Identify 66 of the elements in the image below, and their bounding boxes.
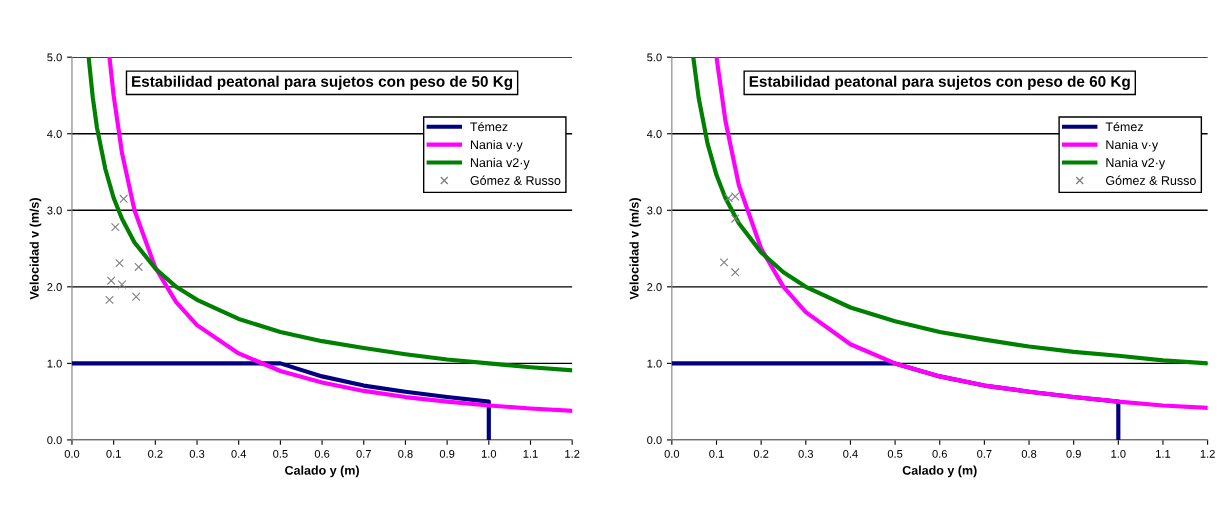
x-axis-title: Calado y (m) — [902, 465, 977, 478]
x-tick-label: 1.2 — [565, 449, 580, 458]
point — [117, 280, 127, 289]
y-tick-label: 0.0 — [647, 436, 662, 445]
x-tick-label: 0.0 — [664, 449, 680, 458]
legend-label: Nania v·y — [470, 139, 523, 152]
y-tick-label: 5.0 — [47, 53, 62, 62]
line-series — [691, 57, 1208, 366]
legend-label: Nania v·y — [1106, 139, 1159, 152]
line-series — [714, 57, 1208, 410]
point — [115, 258, 124, 268]
x-tick-label: 1.1 — [523, 450, 538, 458]
y-tick-label: 0.0 — [47, 436, 62, 445]
y-tick-label: 2.0 — [47, 283, 62, 291]
point — [110, 222, 120, 232]
x-tick-label: 0.3 — [189, 449, 205, 458]
x-tick-label: 0.9 — [1066, 449, 1081, 458]
x-tick-label: 0.7 — [356, 449, 371, 458]
y-axis-title: Velocidad v (m/s) — [29, 198, 42, 300]
x-tick-label: 0.9 — [439, 449, 455, 458]
x-tick-label: 0.1 — [106, 449, 121, 458]
point — [105, 295, 114, 305]
legend-label: Témez — [1105, 121, 1143, 132]
y-tick-label: 1.0 — [647, 359, 662, 368]
y-tick-label: 4.0 — [47, 130, 62, 138]
text: Estabilidad peatonal para sujetos con peso de 50 Kg — [132, 75, 513, 90]
y-tick-label: 1.0 — [47, 359, 62, 368]
legend-label: Gómez & Russo — [470, 175, 561, 185]
x-tick-label: 0.8 — [398, 449, 413, 458]
point — [106, 276, 116, 286]
legend-label: Nania v2·y — [1106, 157, 1166, 170]
y-tick-label: 3.0 — [47, 206, 62, 215]
x-tick-label: 0.4 — [231, 449, 247, 458]
x-axis-title: Calado y (m) — [285, 465, 359, 478]
x-tick-label: 0.3 — [798, 449, 814, 458]
text: Estabilidad peatonal para sujetos con peso de 60 Kg — [749, 75, 1130, 90]
point — [119, 194, 129, 204]
x-tick-label: 1.1 — [1156, 450, 1171, 458]
x-tick-label: 0.6 — [932, 449, 947, 458]
x-tick-label: 0.7 — [977, 449, 992, 458]
point — [730, 267, 740, 277]
x-tick-label: 1.0 — [481, 449, 497, 458]
legend-label: Gómez & Russo — [1105, 175, 1196, 185]
x-tick-label: 0.1 — [709, 449, 724, 458]
legend-label: Nania v2·y — [470, 157, 530, 170]
legend-label: Témez — [470, 121, 508, 132]
y-tick-label: 5.0 — [647, 53, 662, 62]
line-series — [71, 361, 491, 440]
x-tick-label: 0.5 — [887, 449, 903, 458]
y-tick-label: 3.0 — [647, 206, 662, 215]
x-tick-label: 0.2 — [753, 449, 769, 458]
x-tick-label: 0.5 — [273, 449, 288, 458]
x-tick-label: 0.8 — [1021, 449, 1037, 458]
y-axis-title: Velocidad v (m/s) — [629, 198, 642, 300]
point — [131, 292, 141, 302]
point — [134, 262, 144, 272]
x-tick-label: 1.2 — [1200, 449, 1215, 458]
point — [719, 257, 729, 267]
x-tick-label: 0.6 — [314, 449, 330, 458]
x-tick-label: 1.0 — [1111, 449, 1126, 458]
y-tick-label: 2.0 — [647, 283, 662, 291]
x-tick-label: 0.0 — [64, 449, 80, 458]
x-tick-label: 0.4 — [843, 449, 858, 458]
point — [730, 214, 740, 224]
x-tick-label: 0.2 — [148, 449, 163, 458]
y-tick-label: 4.0 — [646, 130, 662, 138]
